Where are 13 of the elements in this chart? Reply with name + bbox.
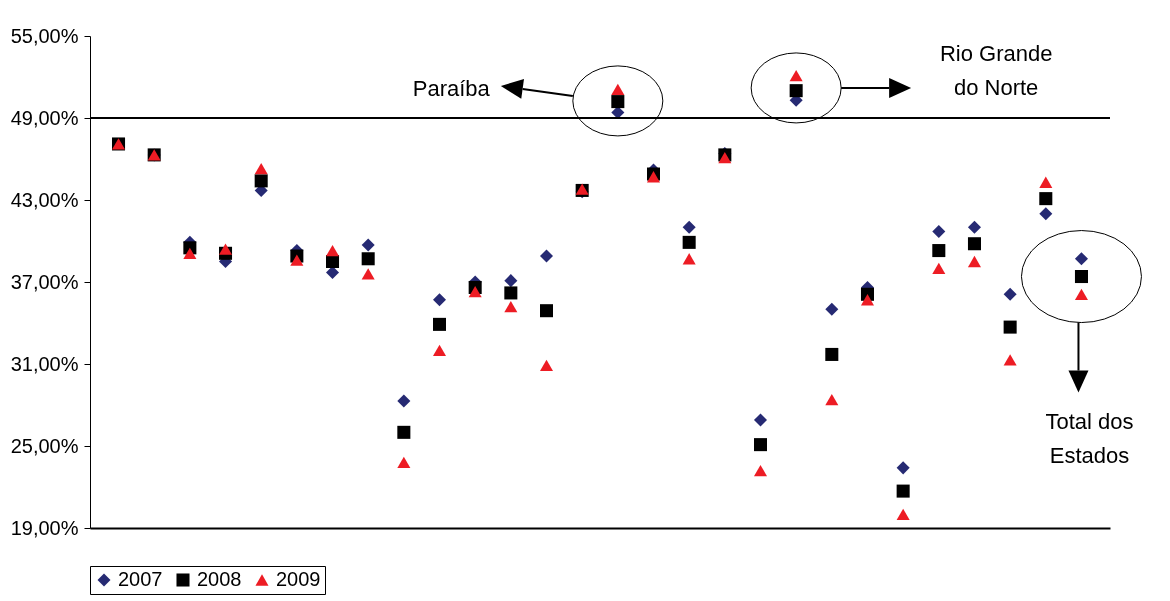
legend-label: 2009 <box>276 568 321 590</box>
annotation: Paraíba <box>412 75 491 101</box>
y-tick-label: 55,00% <box>10 24 79 47</box>
annotation: Rio Grande do Norte <box>939 40 1053 100</box>
y-tick-label: 49,00% <box>10 106 79 129</box>
legend-label: 2007 <box>118 568 163 590</box>
y-tick-label: 31,00% <box>10 352 79 375</box>
y-tick-label: 43,00% <box>10 188 79 211</box>
y-tick-label: 37,00% <box>10 270 79 293</box>
y-tick-label: 19,00% <box>10 516 79 539</box>
annotation: Total dos Estados <box>1045 408 1134 468</box>
y-tick-label: 25,00% <box>10 434 79 457</box>
legend-label: 2008 <box>197 568 242 590</box>
